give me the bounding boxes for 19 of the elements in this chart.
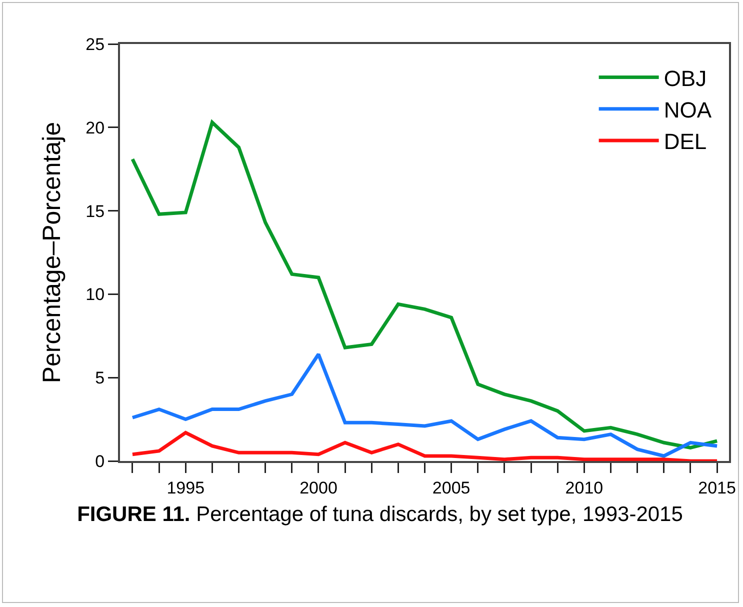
x-tick-label: 2015 [698,478,736,498]
x-tick-label: 1995 [166,478,205,498]
x-tick-label: 2005 [432,478,470,498]
caption: FIGURE 11. Percentage of tuna discards, by set type, 1993-2015 [77,503,683,526]
line-series [130,430,719,461]
y-tick-label: 20 [86,118,105,138]
legend-label: OBJ [664,66,707,91]
x-tick-label: 2010 [565,478,604,498]
y-tick-label: 5 [95,368,105,388]
y-tick-label: 25 [86,34,105,54]
y-tick-label: 0 [95,452,105,471]
x-tick-label: 2000 [300,478,338,498]
legend-label: DEL [664,129,707,154]
y-axis-title: Percentage–Porcentaje [38,122,66,384]
y-tick-label: 10 [86,285,105,304]
y-tick-label: 15 [86,202,105,221]
legend-label: NOA [664,97,712,122]
line-series [130,120,719,450]
line-series [130,352,719,458]
